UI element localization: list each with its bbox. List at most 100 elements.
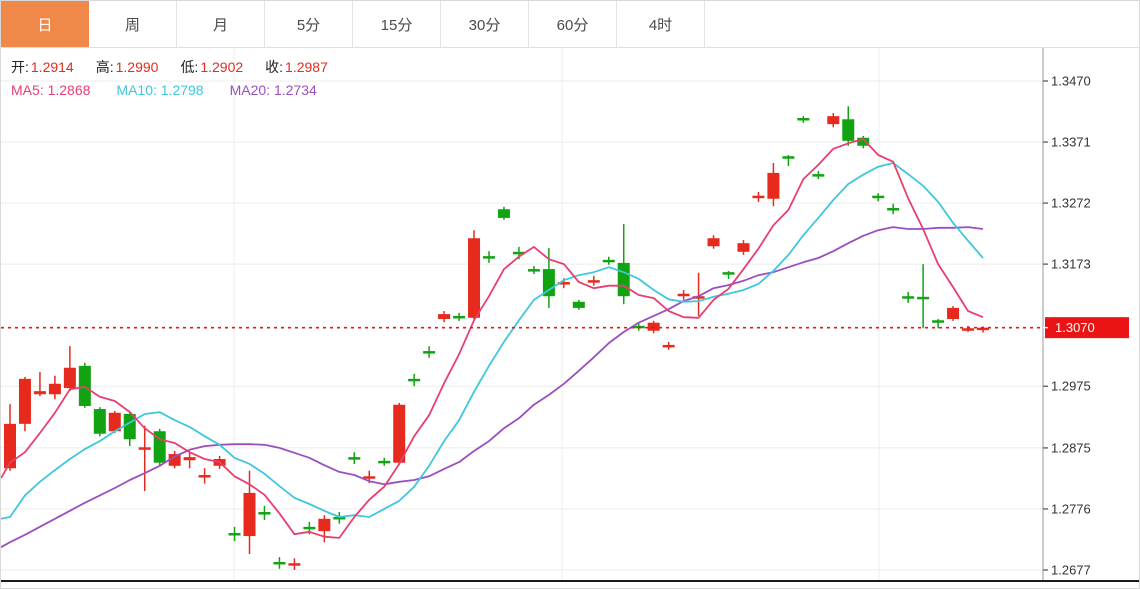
candle-body [527, 269, 540, 272]
candle-body [497, 209, 510, 218]
candle-body [602, 259, 615, 263]
tab-period-7[interactable]: 60分 [529, 1, 617, 47]
tab-period-8[interactable]: 4时 [617, 1, 705, 47]
candle-body [902, 296, 915, 299]
y-axis-label: 1.3272 [1051, 196, 1091, 211]
candle-body [647, 322, 660, 331]
candle-body [288, 563, 301, 566]
candle-body [168, 454, 181, 466]
period-tabbar: 日 周 月 5分 15分 30分 60分 4时 [1, 1, 1139, 48]
ma10-label: MA10: [116, 82, 157, 98]
candle-body [408, 378, 421, 382]
candle-body [767, 172, 780, 199]
candle-body [572, 301, 585, 308]
ma20-readout: MA20: 1.2734 [230, 82, 317, 98]
candle-body [827, 116, 840, 125]
candle-body [542, 269, 555, 297]
tab-period-2[interactable]: 周 [89, 1, 177, 47]
tab-label: 周 [124, 16, 140, 34]
y-axis-label: 1.3470 [1051, 74, 1091, 89]
close-readout: 收: 1.2987 [265, 57, 328, 77]
candle-body [707, 238, 720, 247]
candle-body [228, 532, 241, 536]
close-label: 收: [265, 59, 284, 75]
candle-body [812, 174, 825, 177]
candle-body [947, 307, 960, 320]
candle-body [33, 391, 46, 395]
candle-body [842, 119, 855, 141]
candle-body [737, 243, 750, 252]
candle-body [722, 272, 735, 275]
candle-body [318, 518, 331, 532]
candle-body [378, 460, 391, 464]
candle-body [662, 344, 675, 348]
tab-period-4[interactable]: 5分 [265, 1, 353, 47]
candle-body [692, 296, 705, 299]
ma10-line [1, 162, 984, 520]
candle-body [243, 492, 256, 537]
y-axis-label: 1.2677 [1051, 562, 1091, 577]
candle-body [917, 296, 930, 300]
tab-period-1[interactable]: 日 [1, 1, 89, 47]
candle-body [4, 423, 16, 469]
high-readout: 高: 1.2990 [96, 57, 159, 77]
candle-body [587, 280, 600, 283]
y-axis-label: 1.2975 [1051, 379, 1091, 394]
candle-body [976, 327, 989, 331]
candle-body [18, 378, 31, 424]
candle-body [468, 238, 481, 318]
ma10-readout: MA10: 1.2798 [116, 82, 203, 98]
ma20-line [1, 226, 984, 548]
tab-period-5[interactable]: 15分 [353, 1, 441, 47]
candle-body [557, 282, 570, 285]
current-price-label: 1.3070 [1055, 320, 1095, 335]
candle-body [752, 195, 765, 199]
open-value: 1.2914 [30, 59, 74, 75]
y-axis-label: 1.2875 [1051, 440, 1091, 455]
candle-body [617, 262, 630, 297]
candle-body [797, 117, 810, 121]
candle-body [872, 195, 885, 199]
candle-body [348, 457, 361, 460]
close-value: 1.2987 [285, 59, 328, 75]
low-label: 低: [180, 59, 199, 75]
candle-body [198, 475, 211, 478]
candle-body [962, 328, 975, 331]
y-axis-label: 1.2776 [1051, 501, 1091, 516]
high-label: 高: [95, 59, 114, 75]
open-label: 开: [11, 59, 29, 75]
high-value: 1.2990 [115, 59, 159, 75]
candle-body [273, 561, 286, 565]
tab-period-3[interactable]: 月 [177, 1, 265, 47]
tab-label: 4时 [648, 16, 673, 34]
ma5-readout: MA5: 1.2868 [11, 82, 90, 98]
candlestick-chart[interactable]: 1.3470 1.3371 1.3272 1.3173 1.2975 1.2875 1.27… [1, 48, 1140, 589]
tab-label: 5分 [296, 16, 321, 34]
candle-body [303, 526, 316, 530]
candle-body [512, 251, 525, 255]
ma20-label: MA20: [229, 82, 271, 98]
tab-period-6[interactable]: 30分 [441, 1, 529, 47]
tab-label: 日 [37, 16, 53, 34]
candle-body [63, 367, 76, 389]
ma5-line [1, 138, 984, 539]
low-readout: 低: 1.2902 [180, 57, 243, 77]
candle-body [857, 137, 870, 146]
candle-body [782, 156, 795, 159]
current-price-label-box [1045, 317, 1129, 339]
y-axis-label: 1.3371 [1051, 135, 1091, 150]
ma5-value: 1.2868 [47, 82, 91, 98]
candle-body [677, 293, 690, 297]
ma5-label: MA5: [11, 82, 44, 98]
candle-body [78, 365, 91, 406]
y-axis-label: 1.3173 [1051, 257, 1091, 272]
candle-body [887, 208, 900, 211]
candle-body [138, 447, 151, 450]
open-readout: 开: 1.2914 [11, 57, 74, 77]
candle-body [423, 351, 436, 354]
candle-body [183, 457, 196, 461]
candle-body [48, 383, 61, 395]
ma20-value: 1.2734 [273, 82, 317, 98]
candle-body [438, 314, 451, 320]
